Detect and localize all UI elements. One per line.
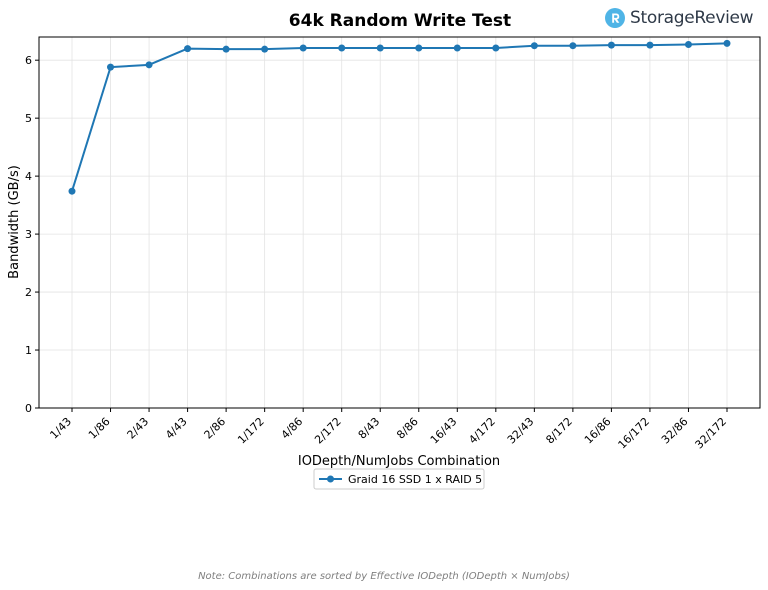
data-point	[299, 44, 307, 52]
data-point	[184, 45, 192, 53]
data-point	[145, 61, 153, 69]
x-tick-label: 2/43	[125, 415, 152, 442]
x-axis: 1/43 1/86 2/43 4/43 2/86 1/172 4/86 2/172 8/43 8/…	[47, 408, 729, 451]
data-point	[453, 44, 461, 52]
legend-label: Graid 16 SSD 1 x RAID 5	[348, 473, 482, 486]
y-tick-label: 2	[25, 286, 32, 299]
footnote: Note: Combinations are sorted by Effecti…	[198, 571, 570, 582]
legend: Graid 16 SSD 1 x RAID 5	[313, 468, 485, 490]
x-tick-label: 2/172	[312, 415, 344, 447]
plot-frame	[38, 36, 761, 409]
x-tick-label: 1/43	[47, 415, 74, 442]
data-point	[646, 41, 654, 49]
x-tick-label: 8/172	[543, 415, 575, 447]
data-point	[415, 44, 423, 52]
data-point	[723, 39, 731, 47]
x-tick-label: 8/86	[394, 415, 421, 442]
y-tick-label: 6	[25, 54, 32, 67]
data-point	[338, 44, 346, 52]
series	[68, 39, 731, 195]
data-point	[684, 41, 692, 49]
x-tick-label: 16/43	[428, 415, 460, 447]
y-axis: 0 1 2 3 4 5 6	[25, 54, 39, 415]
y-tick-label: 0	[25, 402, 32, 415]
data-point	[530, 42, 538, 50]
data-point	[607, 41, 615, 49]
x-tick-label: 4/43	[163, 415, 190, 442]
x-tick-label: 1/172	[235, 415, 267, 447]
data-point	[376, 44, 384, 52]
data-point	[569, 42, 577, 50]
series-line	[71, 42, 728, 192]
x-tick-label: 4/172	[466, 415, 498, 447]
legend-point-marker	[327, 475, 334, 483]
x-tick-label: 32/86	[659, 415, 691, 447]
grid	[39, 37, 760, 409]
y-tick-label: 5	[25, 112, 32, 125]
y-tick-label: 1	[25, 344, 32, 357]
data-point	[222, 45, 230, 53]
x-tick-label: 8/43	[356, 415, 383, 442]
storagereview-logo-icon	[605, 8, 625, 28]
data-point	[68, 187, 76, 195]
x-tick-label: 16/172	[616, 415, 653, 452]
x-tick-label: 1/86	[86, 415, 113, 442]
y-axis-label: Bandwidth (GB/s)	[7, 165, 22, 279]
chart-title: 64k Random Write Test	[289, 11, 511, 31]
x-tick-label: 32/172	[693, 415, 730, 452]
data-point	[107, 63, 115, 71]
x-tick-label: 32/43	[505, 415, 537, 447]
y-tick-label: 4	[25, 170, 32, 183]
x-tick-label: 16/86	[582, 415, 614, 447]
x-tick-label: 4/86	[279, 415, 306, 442]
brand-logo: StorageReview	[605, 7, 754, 29]
x-axis-label: IODepth/NumJobs Combination	[298, 454, 500, 469]
legend-box	[313, 468, 485, 490]
brand-name: StorageReview	[630, 8, 754, 28]
data-point	[261, 45, 269, 53]
y-tick-label: 3	[25, 228, 32, 241]
data-point	[492, 44, 500, 52]
x-tick-label: 2/86	[202, 415, 229, 442]
